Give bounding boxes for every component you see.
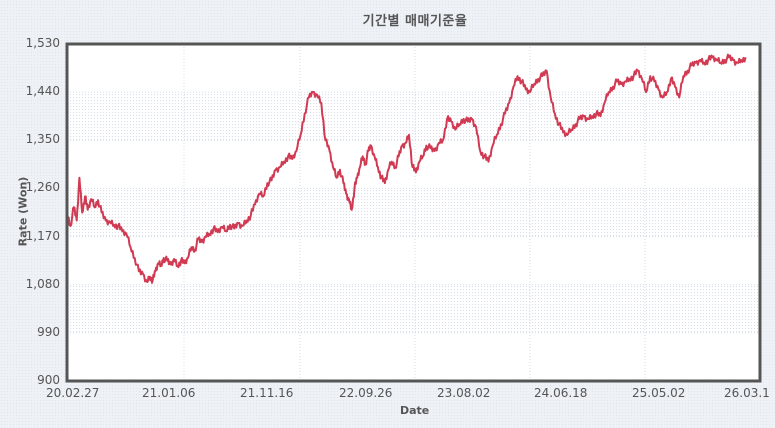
y-tick-label: 1,260 xyxy=(25,180,60,195)
y-tick-label: 1,350 xyxy=(25,132,60,147)
y-tick-label: 1,170 xyxy=(25,228,60,243)
x-tick-label: 25.05.02 xyxy=(632,386,686,400)
y-tick-label: 1,080 xyxy=(25,276,60,291)
vertical-gridlines xyxy=(183,44,646,381)
y-tick-label: 900 xyxy=(37,373,60,387)
grid-bands xyxy=(67,44,760,381)
x-tick-label: 22.09.26 xyxy=(339,386,393,400)
plot-border xyxy=(65,42,762,383)
x-tick-label: 23.08.02 xyxy=(437,386,491,400)
chart-title: 기간별 매매기준율 xyxy=(362,14,468,29)
x-axis-label: Date xyxy=(400,404,430,417)
x-tick-label: 21.01.06 xyxy=(142,386,196,400)
y-tick-label: 1,440 xyxy=(25,84,60,99)
x-tick-label: 26.03.1 xyxy=(724,386,770,400)
y-tick-label: 990 xyxy=(37,324,60,339)
x-tick-label: 21.11.16 xyxy=(240,386,294,400)
rate-line xyxy=(66,53,747,284)
x-tick-label: 24.06.18 xyxy=(534,386,588,400)
x-tick-label: 20.02.27 xyxy=(46,386,100,400)
y-tick-label: 1,530 xyxy=(25,36,60,50)
